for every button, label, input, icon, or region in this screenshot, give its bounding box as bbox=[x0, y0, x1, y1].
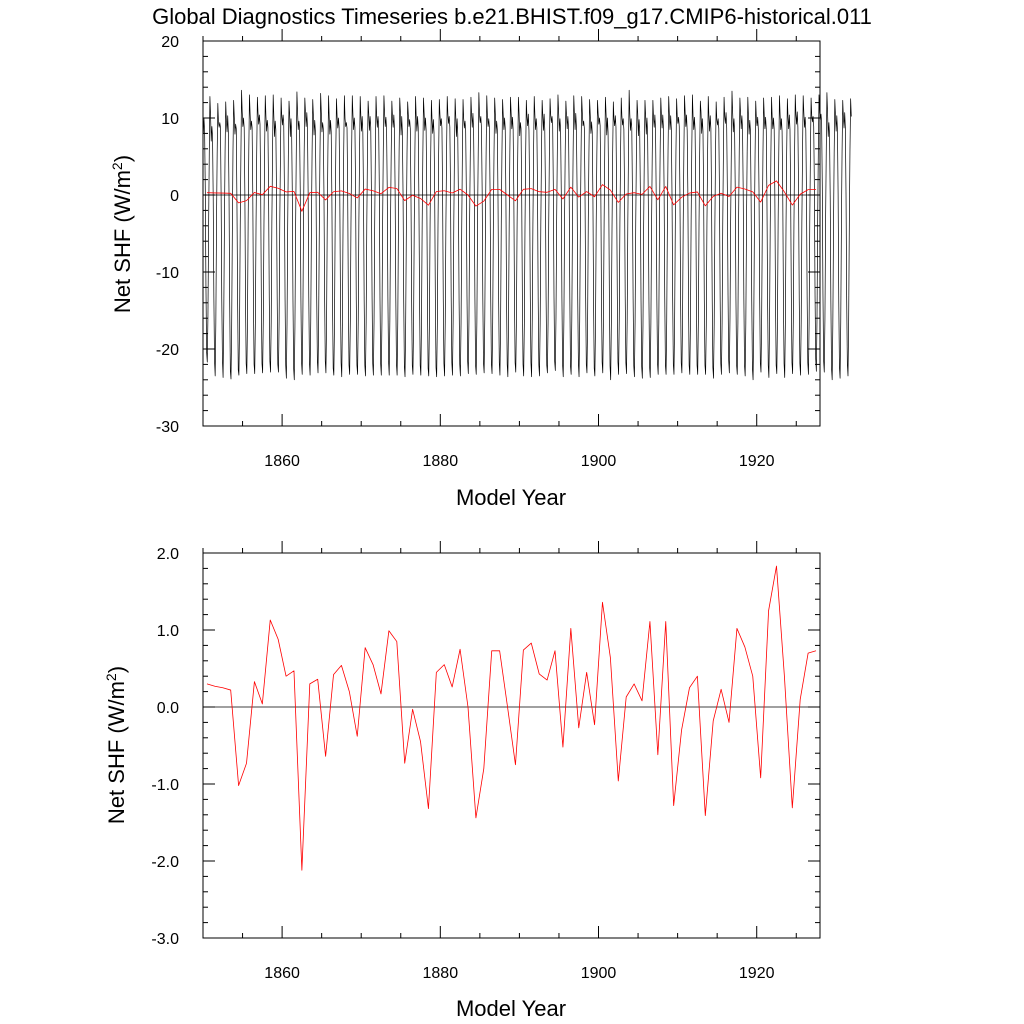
panel-top-xtick-label: 1860 bbox=[264, 453, 300, 470]
panel-bottom-xlabel: Model Year bbox=[456, 996, 566, 1021]
panel-top-xtick-label: 1880 bbox=[423, 453, 459, 470]
panel-bottom-frame bbox=[202, 552, 821, 939]
panel-top-ytick-label: -20 bbox=[156, 342, 179, 359]
panel-top-ytick-label: 0 bbox=[170, 188, 179, 205]
panel-bottom-ytick-label: -1.0 bbox=[151, 777, 179, 794]
panel-bottom-ylabel: Net SHF (W/m2) bbox=[103, 666, 129, 824]
panel-top-frame bbox=[202, 40, 821, 427]
panel-bottom-ylabel-close: ) bbox=[104, 666, 129, 673]
panel-top-ylabel-close: ) bbox=[110, 155, 135, 162]
panel-bottom-ytick-label: 0.0 bbox=[157, 700, 179, 717]
panel-bottom-xtick-label: 1920 bbox=[739, 965, 775, 982]
panel-top-xtick-label: 1920 bbox=[739, 453, 775, 470]
panel-top-xtick-label: 1900 bbox=[581, 453, 617, 470]
panel-top-ylabel: Net SHF (W/m2) bbox=[109, 155, 135, 313]
panel-bottom-series-annual bbox=[206, 565, 817, 871]
panel-top-ytick-label: 10 bbox=[161, 111, 179, 128]
panel-top-ylabel-base: Net SHF (W/m bbox=[110, 170, 135, 313]
panel-bottom-ytick-label: -3.0 bbox=[151, 931, 179, 948]
panel-top-ylabel-sup: 2 bbox=[109, 162, 125, 170]
panel-bottom: Net SHF (W/m2) Model Year 1860 1880 1900 19… bbox=[103, 541, 821, 1021]
panel-bottom-ylabel-base: Net SHF (W/m bbox=[104, 681, 129, 824]
panel-top: Net SHF (W/m2) Model Year 1860 1880 1900 19… bbox=[109, 29, 852, 510]
panel-bottom-ytick-label: -2.0 bbox=[151, 854, 179, 871]
panel-bottom-ylabel-sup: 2 bbox=[103, 673, 119, 681]
panel-bottom-xtick-label: 1900 bbox=[581, 965, 617, 982]
panel-top-ytick-label: -30 bbox=[156, 419, 179, 436]
figure-title: Global Diagnostics Timeseries b.e21.BHIS… bbox=[152, 4, 872, 29]
panel-top-xlabel: Model Year bbox=[456, 485, 566, 510]
panel-top-ytick-label: 20 bbox=[161, 34, 179, 51]
panel-bottom-ytick-label: 2.0 bbox=[157, 546, 179, 563]
panel-top-ytick-label: -10 bbox=[156, 265, 179, 282]
panel-bottom-ytick-label: 1.0 bbox=[157, 623, 179, 640]
panel-top-series-monthly bbox=[202, 89, 852, 381]
panel-bottom-xtick-label: 1880 bbox=[423, 965, 459, 982]
panel-bottom-xtick-label: 1860 bbox=[264, 965, 300, 982]
panel-top-series-annual bbox=[206, 180, 817, 212]
